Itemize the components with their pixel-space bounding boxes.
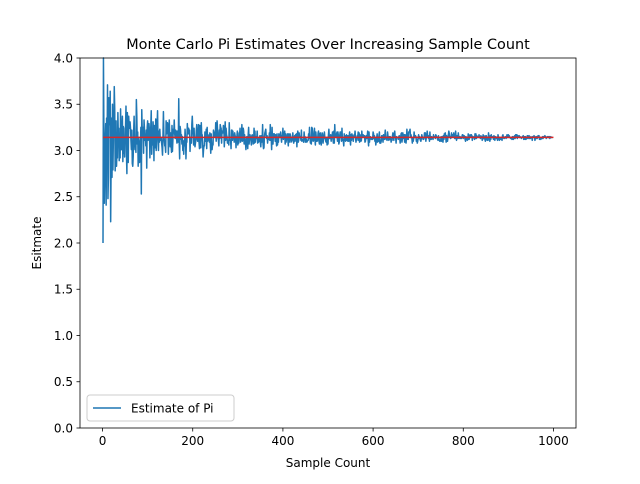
legend: Estimate of Pi — [86, 394, 235, 422]
y-tick-label: 3.0 — [54, 144, 73, 158]
series-layer — [102, 57, 554, 244]
x-tick-label: 200 — [181, 434, 204, 448]
y-tick-label: 1.5 — [54, 283, 73, 297]
x-tick-label: 0 — [99, 434, 107, 448]
y-tick-label: 1.0 — [54, 329, 73, 343]
axes-layer: 0 200 400 600 800 1000 0.0 0.5 1.0 1.5 2.0 2.5 3.0 3.… — [54, 51, 569, 448]
y-tick-label: 4.0 — [54, 51, 73, 65]
chart-title: Monte Carlo Pi Estimates Over Increasing… — [126, 37, 530, 53]
y-tick-label: 0.0 — [54, 421, 73, 435]
x-tick-label: 600 — [362, 434, 385, 448]
legend-box — [86, 394, 235, 422]
x-axis-label: Sample Count — [286, 456, 371, 470]
y-tick-label: 0.5 — [54, 375, 73, 389]
plot-area — [80, 58, 576, 428]
y-tick-label: 2.0 — [54, 236, 73, 250]
x-tick-label: 800 — [452, 434, 475, 448]
plot-frame — [79, 57, 577, 429]
y-axis-label: Esitmate — [30, 216, 44, 269]
legend-label-estimate: Estimate of Pi — [131, 402, 214, 416]
y-tick-label: 2.5 — [54, 190, 73, 204]
y-tick-label: 3.5 — [54, 98, 73, 112]
x-tick-label: 400 — [271, 434, 294, 448]
x-tick-label: 1000 — [538, 434, 569, 448]
